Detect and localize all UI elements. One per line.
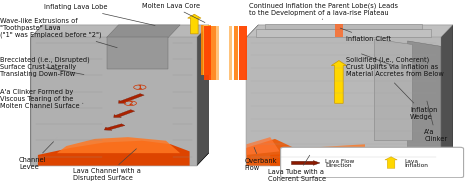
Polygon shape xyxy=(229,26,232,80)
Polygon shape xyxy=(234,26,238,80)
Polygon shape xyxy=(246,139,294,166)
Text: A'a Clinker Formed by
Viscous Tearing of the
Molten Channel Surface: A'a Clinker Formed by Viscous Tearing of… xyxy=(0,89,83,109)
Polygon shape xyxy=(201,25,211,75)
FancyArrow shape xyxy=(114,110,135,118)
Text: Brecciated (i.e., Disrupted)
Surface Crust Laterally
Translating Down-Flow: Brecciated (i.e., Disrupted) Surface Cru… xyxy=(0,57,90,77)
Polygon shape xyxy=(204,25,208,75)
Polygon shape xyxy=(256,29,431,37)
Polygon shape xyxy=(57,137,180,153)
Text: A'a
Clinker: A'a Clinker xyxy=(424,101,447,142)
Text: Inflating Lava Lobe: Inflating Lava Lobe xyxy=(44,4,155,26)
Polygon shape xyxy=(216,26,219,80)
Polygon shape xyxy=(280,144,365,158)
FancyArrow shape xyxy=(118,94,144,103)
Polygon shape xyxy=(107,37,168,69)
Polygon shape xyxy=(374,39,412,141)
FancyArrow shape xyxy=(104,124,125,130)
Polygon shape xyxy=(204,26,211,80)
Text: Inflation Cleft: Inflation Cleft xyxy=(340,28,391,42)
Text: Wave-like Extrusions of
"Toothpaste" Lava
("1" was Emplaced before "2"): Wave-like Extrusions of "Toothpaste" Lav… xyxy=(0,18,117,48)
Text: Lava: Lava xyxy=(405,159,419,164)
FancyArrow shape xyxy=(331,61,346,103)
Polygon shape xyxy=(246,153,453,166)
Polygon shape xyxy=(197,25,209,166)
Text: Overbank
Flow: Overbank Flow xyxy=(245,147,277,171)
Text: 1: 1 xyxy=(137,85,142,90)
Polygon shape xyxy=(38,141,190,166)
Polygon shape xyxy=(203,25,210,75)
Text: Channel
Levee: Channel Levee xyxy=(19,142,54,170)
Polygon shape xyxy=(31,153,209,166)
Polygon shape xyxy=(239,26,247,80)
Polygon shape xyxy=(246,25,258,166)
Text: Solidified (i.e., Coherent)
Crust Uplifts via Inflation as
Material Accretes fro: Solidified (i.e., Coherent) Crust Uplift… xyxy=(346,54,444,77)
FancyArrow shape xyxy=(385,157,397,168)
Text: Inflation: Inflation xyxy=(405,163,428,168)
Polygon shape xyxy=(246,25,453,37)
Polygon shape xyxy=(246,137,280,155)
Polygon shape xyxy=(211,26,216,80)
Text: Lava Channel with a
Disrupted Surface: Lava Channel with a Disrupted Surface xyxy=(73,149,141,181)
FancyBboxPatch shape xyxy=(281,147,464,178)
Polygon shape xyxy=(31,25,209,37)
Polygon shape xyxy=(31,25,43,166)
Text: Inflation
Wedge: Inflation Wedge xyxy=(394,83,438,120)
Polygon shape xyxy=(270,148,384,166)
Polygon shape xyxy=(107,25,180,37)
Polygon shape xyxy=(265,24,422,29)
Text: Lava Flow: Lava Flow xyxy=(325,159,355,164)
Text: Direction: Direction xyxy=(325,163,352,168)
Text: Lava Tube with a
Coherent Surface: Lava Tube with a Coherent Surface xyxy=(268,155,326,182)
Polygon shape xyxy=(246,37,441,166)
Polygon shape xyxy=(335,24,343,37)
Polygon shape xyxy=(31,37,197,166)
FancyArrow shape xyxy=(188,14,201,34)
FancyArrow shape xyxy=(292,161,320,165)
Text: 2: 2 xyxy=(128,101,133,106)
Polygon shape xyxy=(408,41,441,158)
Text: Continued Inflation the Parent Lobe(s) Leads
to the Development of a lava-rise P: Continued Inflation the Parent Lobe(s) L… xyxy=(249,3,398,20)
Text: Molten Lava Core: Molten Lava Core xyxy=(142,3,205,22)
Polygon shape xyxy=(441,25,453,166)
